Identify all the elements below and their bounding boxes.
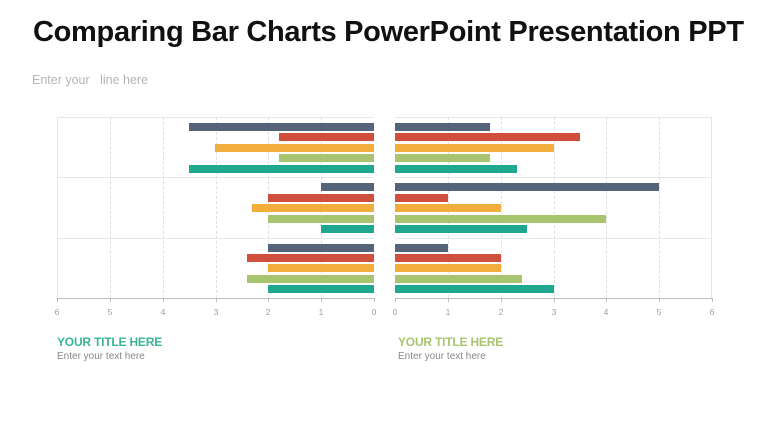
axis-tick [163,298,164,302]
bar [268,194,374,202]
x-axis-line [395,298,712,299]
axis-tick-label: 5 [656,307,662,317]
axis-tick-label: 4 [160,307,166,317]
bar [395,275,522,283]
bar [395,204,501,212]
gridline-horizontal [57,238,374,239]
slide-title: Comparing Bar Charts PowerPoint Presenta… [33,16,744,48]
bar [395,154,490,162]
axis-tick-label: 0 [392,307,398,317]
axis-tick-label: 2 [265,307,271,317]
bar [268,244,374,252]
bar [189,165,374,173]
chart-frame [395,117,712,298]
axis-tick [268,298,269,302]
axis-tick-label: 1 [445,307,451,317]
bar [189,123,374,131]
bar [395,225,527,233]
gridline-vertical [110,117,111,298]
chart-frame [57,117,374,298]
bar [268,285,374,293]
axis-tick-label: 3 [551,307,557,317]
left-bar-chart: 6 5 4 3 2 1 0 [55,117,376,317]
right-caption-text: Enter your text here [398,351,486,362]
bar [321,225,374,233]
bar [268,264,374,272]
gridline-vertical [216,117,217,298]
bar [395,215,606,223]
axis-tick [554,298,555,302]
bar [247,275,374,283]
bar [268,215,374,223]
bar [395,254,501,262]
right-caption-title: YOUR TITLE HERE [398,335,504,349]
right-bar-chart: 0 1 2 3 4 5 6 [393,117,714,317]
slide-subtitle: Enter your line here [32,73,149,87]
axis-tick-label: 2 [498,307,504,317]
gridline-vertical [163,117,164,298]
bar [395,133,580,141]
axis-tick-label: 4 [603,307,609,317]
bar [395,144,554,152]
axis-tick [448,298,449,302]
gridline-horizontal [395,238,712,239]
axis-tick-label: 0 [371,307,377,317]
axis-tick [606,298,607,302]
gridline-horizontal [395,177,712,178]
gridline-horizontal [57,177,374,178]
bar [215,144,374,152]
bar [395,165,517,173]
bar [279,133,374,141]
axis-tick [501,298,502,302]
gridline-vertical [501,117,502,298]
x-axis-line [57,298,374,299]
bar [321,183,374,191]
bar [395,123,490,131]
axis-tick [659,298,660,302]
bar [395,264,501,272]
gridline-vertical [659,117,660,298]
axis-tick-label: 3 [213,307,219,317]
axis-tick-label: 6 [709,307,715,317]
axis-tick [374,298,375,302]
gridline-vertical [554,117,555,298]
bar [279,154,374,162]
bar [395,244,448,252]
bar [252,204,374,212]
axis-tick-label: 1 [318,307,324,317]
left-caption-text: Enter your text here [57,351,145,362]
axis-tick [395,298,396,302]
axis-tick [216,298,217,302]
bar [395,194,448,202]
axis-tick-label: 6 [54,307,60,317]
axis-tick [110,298,111,302]
bar [395,183,659,191]
bar [395,285,554,293]
axis-tick-label: 5 [107,307,113,317]
bar [247,254,374,262]
left-caption-title: YOUR TITLE HERE [57,335,163,349]
axis-tick [321,298,322,302]
axis-tick [712,298,713,302]
gridline-vertical [606,117,607,298]
axis-tick [57,298,58,302]
